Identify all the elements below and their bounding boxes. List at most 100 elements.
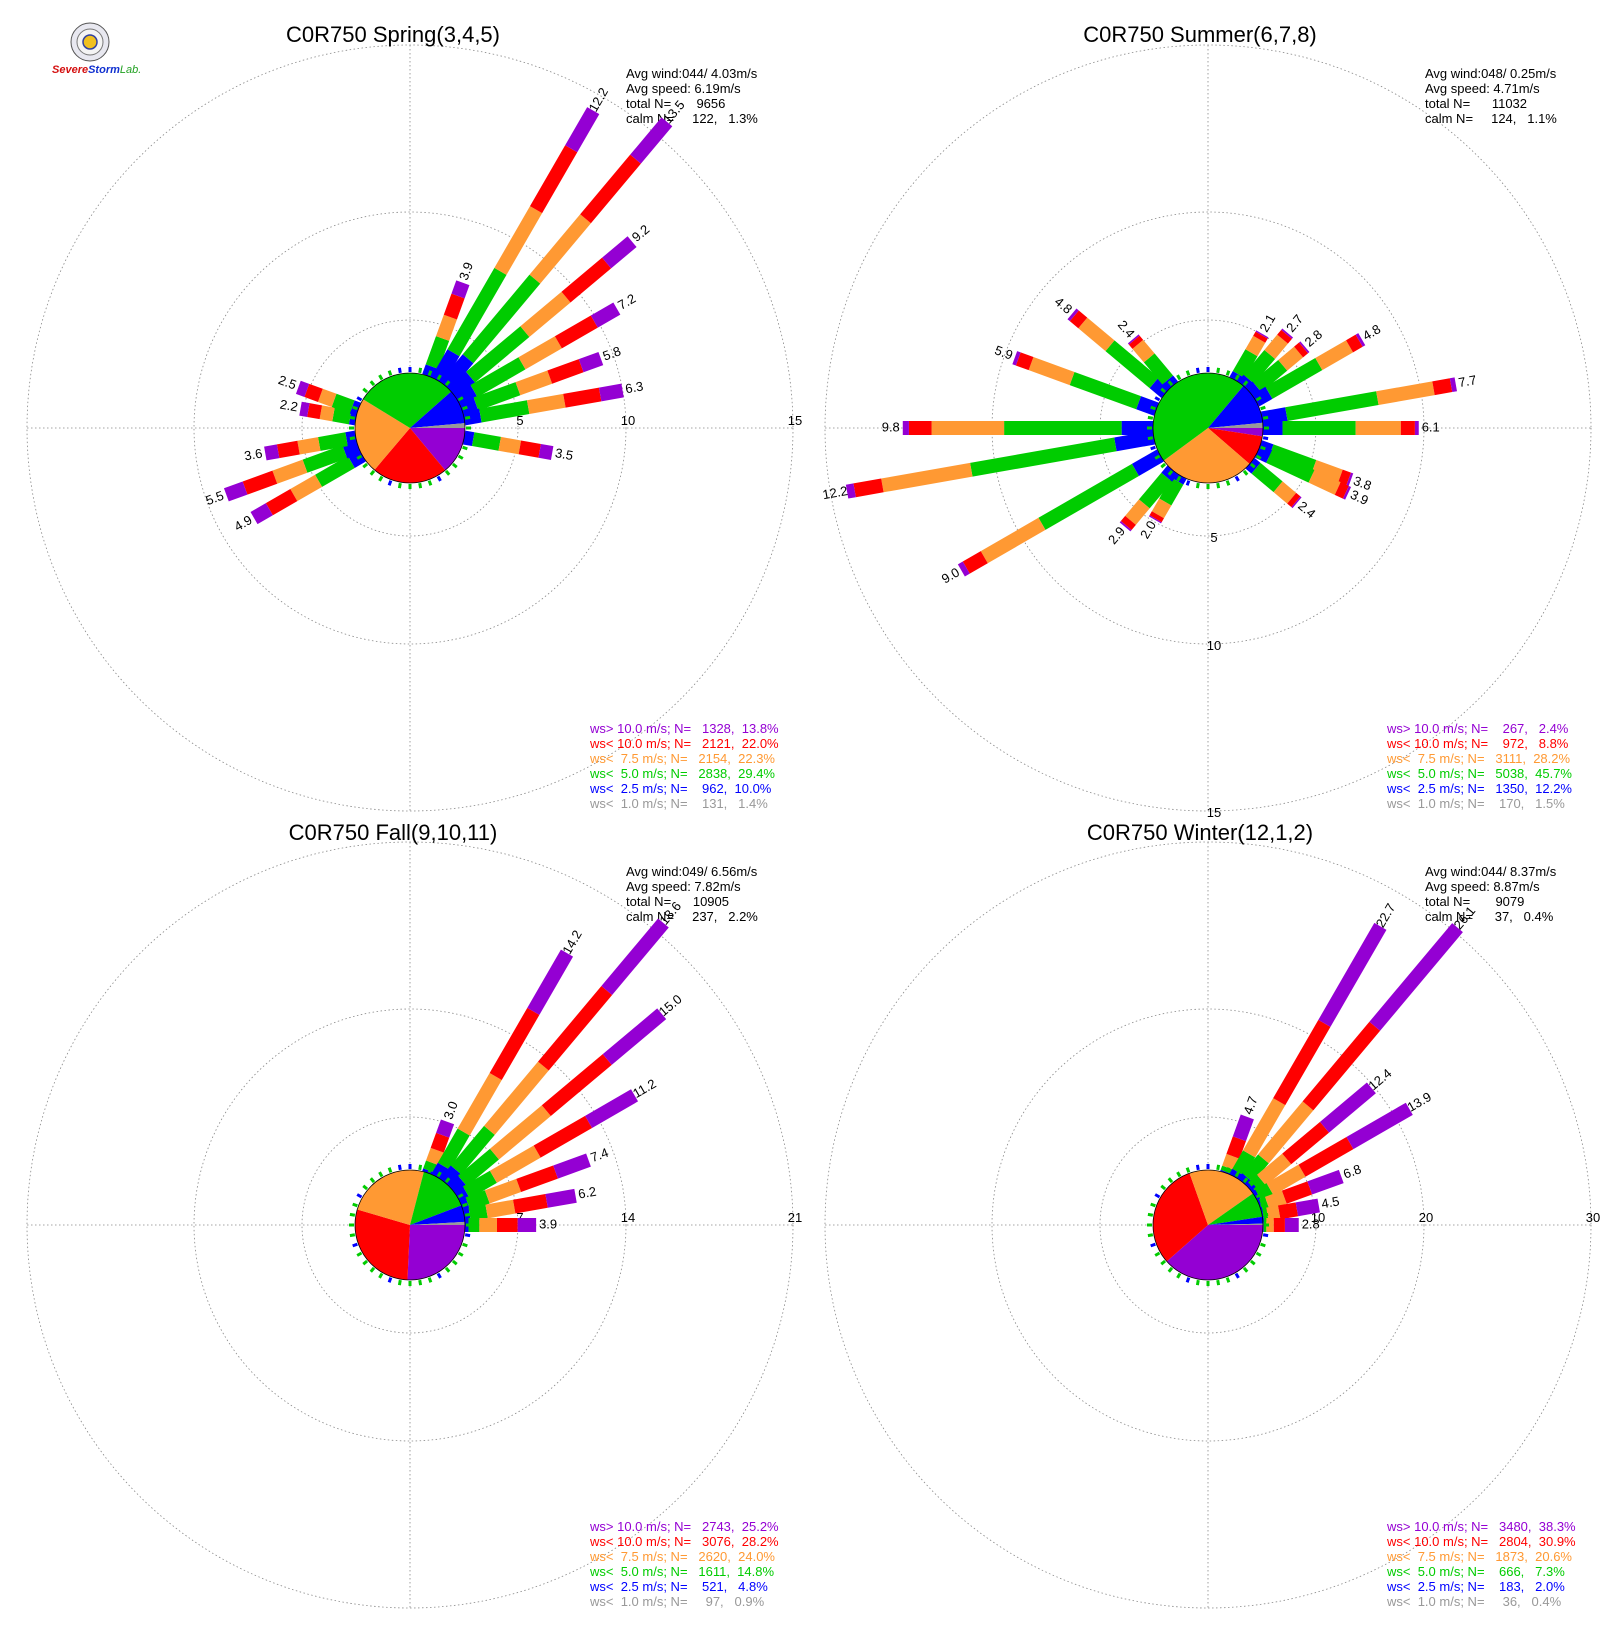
bar-segment-purple <box>1346 1102 1413 1150</box>
ring-label: 10 <box>1207 638 1221 653</box>
bar-segment-red <box>541 1054 612 1116</box>
stats-line: Avg wind:044/ 8.37m/s <box>1425 864 1557 879</box>
bar-segment-green <box>468 1218 480 1232</box>
pie-slice-red <box>1208 428 1263 464</box>
bar-value-label: 7.7 <box>1457 372 1477 390</box>
wind-rose-panel-1: 5 10 15 C0R750 Spring(3,4,5) Avg wind:044/ 4… <box>26 22 802 812</box>
pie-tick <box>1234 1272 1240 1279</box>
bar-segment-red <box>1346 334 1363 353</box>
bar-segment-red <box>1432 378 1453 396</box>
bar-segment-purple <box>1255 330 1269 339</box>
bar-segment-red <box>1253 331 1268 343</box>
pie-tick <box>362 1259 369 1266</box>
pie-tick <box>1216 1279 1221 1286</box>
bar-segment-purple <box>264 444 280 461</box>
legend-entry: ws< 1.0 m/s; N= 97, 0.9% <box>589 1594 765 1609</box>
pie-tick <box>444 1177 451 1184</box>
pie-slice-purple <box>1208 428 1263 437</box>
pie-tick <box>444 380 451 387</box>
pie-tick <box>362 462 369 469</box>
bar-segment-red <box>307 403 323 420</box>
speed-class-pie <box>354 1169 466 1281</box>
bar-segment-red <box>908 421 932 435</box>
pie-slice-orange <box>1163 428 1250 483</box>
bar-value-label: 4.5 <box>1320 1193 1340 1211</box>
pie-tick <box>1185 1167 1191 1173</box>
pie-tick <box>462 405 468 411</box>
legend-entry: ws< 5.0 m/s; N= 666, 7.3% <box>1386 1564 1565 1579</box>
bar-value-label: 11.2 <box>630 1076 659 1101</box>
bar-value-label: 13.9 <box>1404 1089 1433 1115</box>
bar-segment-red <box>1273 1218 1285 1232</box>
pie-tick <box>1147 436 1154 441</box>
stats-line: Avg speed: 8.87m/s <box>1425 879 1540 894</box>
direction-bar-80 <box>462 383 624 426</box>
bar-segment-purple <box>602 236 637 269</box>
bar-segment-orange <box>1243 1098 1286 1158</box>
legend-entry: ws> 10.0 m/s; N= 2743, 25.2% <box>589 1519 779 1534</box>
bar-segment-green <box>1243 349 1276 384</box>
grid-ring <box>991 211 1425 645</box>
bar-segment-purple <box>553 1153 591 1179</box>
bar-segment-purple <box>1318 922 1387 1027</box>
bar-segment-blue <box>1263 421 1283 435</box>
bar-segment-orange <box>980 517 1046 564</box>
legend-entry: ws< 5.0 m/s; N= 1611, 14.8% <box>589 1564 774 1579</box>
direction-bar-80 <box>1260 377 1457 426</box>
bar-segment-orange <box>1132 339 1155 363</box>
pie-tick <box>1242 1177 1249 1184</box>
bar-segment-orange <box>317 388 337 407</box>
direction-bar-30 <box>431 949 574 1181</box>
bar-segment-red <box>1281 1181 1313 1204</box>
bar-segment-green <box>462 274 541 364</box>
bar-segment-red <box>276 440 300 459</box>
grid-ring <box>1099 1116 1317 1334</box>
stats-line: calm N= 122, 1.3% <box>626 111 758 126</box>
ring-label: 21 <box>788 1210 802 1225</box>
bar-value-label: 6.8 <box>1341 1161 1363 1181</box>
bar-segment-green <box>1285 391 1379 422</box>
pie-tick <box>378 1272 384 1279</box>
pie-tick <box>356 454 363 460</box>
lab-seal-icon <box>70 22 110 62</box>
bar-segment-purple <box>451 280 470 299</box>
pie-tick <box>451 462 458 469</box>
bar-segment-red <box>1334 482 1349 499</box>
bar-segment-orange <box>1245 335 1266 357</box>
bar-segment-green <box>1252 359 1288 393</box>
bar-value-label: 5.9 <box>993 342 1015 362</box>
pie-tick <box>1255 1193 1262 1199</box>
stats-line: total N= 11032 <box>1425 96 1527 111</box>
bar-segment-orange <box>1257 1153 1292 1186</box>
bar-segment-red <box>1277 329 1292 344</box>
pie-tick <box>1260 1202 1266 1208</box>
ring-label: 30 <box>1586 1210 1600 1225</box>
bar-segment-red <box>1400 421 1415 435</box>
bar-segment-green <box>1038 463 1139 530</box>
chart-title: C0R750 Spring(3,4,5) <box>286 22 500 47</box>
logo-text-storm: Storm <box>88 64 120 76</box>
bar-segment-orange <box>498 436 522 455</box>
bar-segment-orange <box>1355 421 1401 435</box>
pie-tick <box>387 1277 393 1283</box>
bar-segment-red <box>1287 492 1301 508</box>
pie-tick <box>356 1193 363 1199</box>
pie-slice-orange <box>1189 1170 1254 1225</box>
direction-bar-90 <box>465 1218 537 1232</box>
pie-tick <box>1147 415 1154 420</box>
pie-tick <box>1225 1167 1231 1173</box>
bar-segment-green <box>447 267 507 357</box>
bar-segment-blue <box>454 385 478 407</box>
pie-tick <box>1185 370 1191 376</box>
stats-line: Avg wind:048/ 0.25m/s <box>1425 66 1557 81</box>
bar-segment-red <box>1294 342 1309 358</box>
pie-tick <box>1234 374 1240 381</box>
bar-segment-blue <box>1131 449 1164 476</box>
pie-tick <box>1195 1164 1200 1171</box>
pie-tick <box>1225 370 1231 376</box>
direction-bars: 4.722.7 26.112.413.96.84.52.8 <box>1220 901 1478 1232</box>
pie-tick <box>457 1251 464 1257</box>
direction-bar-100 <box>462 430 554 460</box>
bar-value-label: 12.2 <box>821 483 849 502</box>
stats-line: calm N= 37, 0.4% <box>1425 909 1554 924</box>
